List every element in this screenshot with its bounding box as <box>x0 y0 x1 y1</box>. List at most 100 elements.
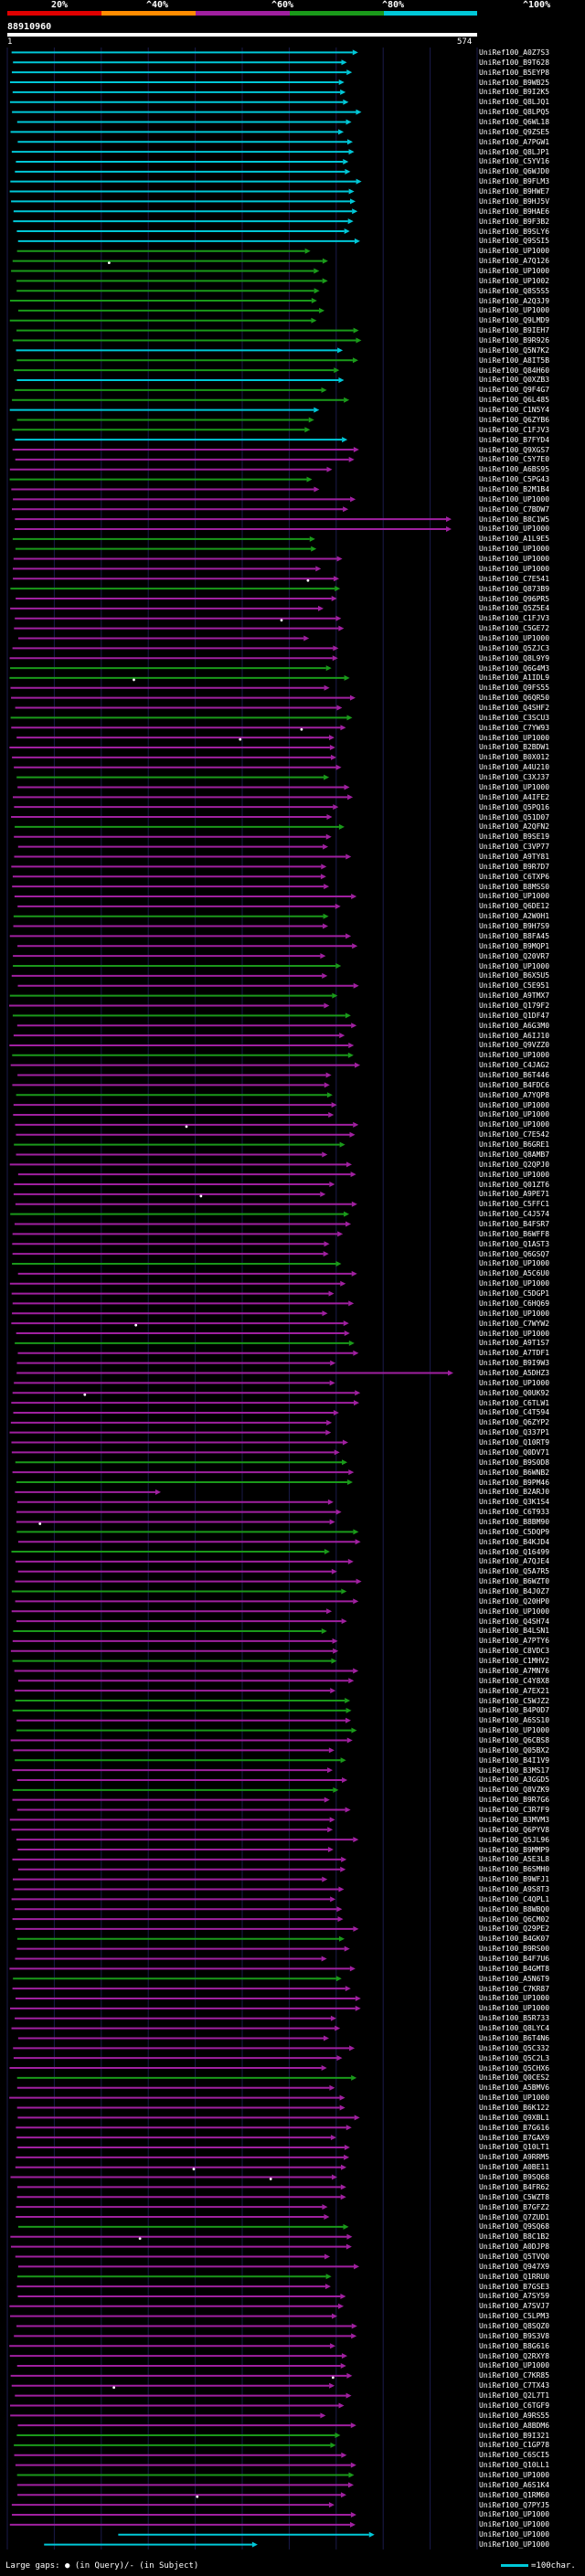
hit-label[interactable]: UniRef100_UP1002 <box>479 276 550 285</box>
hit-label[interactable]: UniRef100_B4J0Z7 <box>479 1587 550 1596</box>
hit-label[interactable]: UniRef100_Q6CBS8 <box>479 1735 550 1744</box>
hit-label[interactable]: UniRef100_Q8LJP1 <box>479 147 550 156</box>
hit-label[interactable]: UniRef100_A9PE71 <box>479 1190 550 1199</box>
hit-label[interactable]: UniRef100_C1MHV2 <box>479 1657 550 1666</box>
hit-label[interactable]: UniRef100_A3GGD5 <box>479 1776 550 1785</box>
hit-label[interactable]: UniRef100_Q5CHX6 <box>479 2063 550 2072</box>
hit-label[interactable]: UniRef100_C3XJ37 <box>479 773 550 782</box>
hit-label[interactable]: UniRef100_UP1000 <box>479 1378 550 1387</box>
hit-label[interactable]: UniRef100_B6SMH0 <box>479 1865 550 1874</box>
hit-label[interactable]: UniRef100_B9SLY6 <box>479 227 550 236</box>
hit-label[interactable]: UniRef100_A7Q126 <box>479 257 550 266</box>
hit-label[interactable]: UniRef100_B4GMT8 <box>479 1964 550 1973</box>
hit-label[interactable]: UniRef100_Q9SQ68 <box>479 2222 550 2231</box>
hit-label[interactable]: UniRef100_B6K122 <box>479 2104 550 2112</box>
hit-label[interactable]: UniRef100_A6SS10 <box>479 1716 550 1725</box>
hit-label[interactable]: UniRef100_Q5Z5E4 <box>479 604 550 613</box>
hit-label[interactable]: UniRef100_C5PG43 <box>479 475 550 484</box>
hit-label[interactable]: UniRef100_B9WFJ1 <box>479 1875 550 1884</box>
hit-label[interactable]: UniRef100_A9S8T3 <box>479 1884 550 1893</box>
hit-label[interactable]: UniRef100_C4Y8X8 <box>479 1676 550 1685</box>
hit-label[interactable]: UniRef100_A4IFE2 <box>479 792 550 801</box>
hit-label[interactable]: UniRef100_Q9ZSE5 <box>479 127 550 136</box>
hit-label[interactable]: UniRef100_Q4SHF2 <box>479 704 550 713</box>
hit-label[interactable]: UniRef100_Q5N7K2 <box>479 345 550 355</box>
hit-label[interactable]: UniRef100_Q873B9 <box>479 584 550 593</box>
hit-label[interactable]: UniRef100_B9F3B2 <box>479 217 550 226</box>
hit-label[interactable]: UniRef100_C3SCU3 <box>479 713 550 722</box>
hit-label[interactable]: UniRef100_UP1000 <box>479 782 550 791</box>
hit-label[interactable]: UniRef100_UP1000 <box>479 2530 550 2539</box>
hit-label[interactable]: UniRef100_UP1000 <box>479 1259 550 1268</box>
hit-label[interactable]: UniRef100_Q9XBL1 <box>479 2113 550 2122</box>
hit-label[interactable]: UniRef100_B4KJD4 <box>479 1537 550 1546</box>
hit-label[interactable]: UniRef100_Q8VZK9 <box>479 1786 550 1795</box>
hit-label[interactable]: UniRef100_UP1000 <box>479 1606 550 1616</box>
hit-label[interactable]: UniRef100_Q5C332 <box>479 2043 550 2052</box>
hit-label[interactable]: UniRef100_B6WNB2 <box>479 1468 550 1477</box>
hit-label[interactable]: UniRef100_UP1000 <box>479 2361 550 2370</box>
hit-label[interactable]: UniRef100_A6G3M0 <box>479 1021 550 1030</box>
hit-label[interactable]: UniRef100_A4U210 <box>479 763 550 772</box>
hit-label[interactable]: UniRef100_UP1000 <box>479 892 550 901</box>
hit-label[interactable]: UniRef100_B9HAE6 <box>479 207 550 216</box>
hit-label[interactable]: UniRef100_B7GFZ2 <box>479 2202 550 2211</box>
hit-label[interactable]: UniRef100_C7KR85 <box>479 2371 550 2380</box>
hit-label[interactable]: UniRef100_Q6ZYB6 <box>479 415 550 424</box>
hit-label[interactable]: UniRef100_B8BM90 <box>479 1517 550 1526</box>
hit-label[interactable]: UniRef100_Q10RT9 <box>479 1438 550 1447</box>
hit-label[interactable]: UniRef100_UP1000 <box>479 1329 550 1338</box>
hit-label[interactable]: UniRef100_Q7PYJ5 <box>479 2500 550 2509</box>
hit-label[interactable]: UniRef100_B7GSE3 <box>479 2282 550 2291</box>
hit-label[interactable]: UniRef100_Q6CM02 <box>479 1914 550 1924</box>
hit-label[interactable]: UniRef100_B8MSS0 <box>479 882 550 891</box>
hit-label[interactable]: UniRef100_Q8SQZ0 <box>479 2322 550 2331</box>
hit-label[interactable]: UniRef100_C7BDW7 <box>479 504 550 514</box>
hit-label[interactable]: UniRef100_Q6WJD0 <box>479 167 550 176</box>
hit-label[interactable]: UniRef100_UP1000 <box>479 961 550 970</box>
hit-label[interactable]: UniRef100_Q5JL96 <box>479 1835 550 1844</box>
hit-label[interactable]: UniRef100_B9SE19 <box>479 832 550 842</box>
hit-label[interactable]: UniRef100_A5E3L8 <box>479 1855 550 1864</box>
hit-label[interactable]: UniRef100_A9RS55 <box>479 2411 550 2420</box>
hit-label[interactable]: UniRef100_Q6L485 <box>479 396 550 405</box>
hit-label[interactable]: UniRef100_Q2RXY8 <box>479 2351 550 2360</box>
hit-label[interactable]: UniRef100_Q29PE2 <box>479 1924 550 1934</box>
hit-label[interactable]: UniRef100_Q8AMB7 <box>479 1150 550 1159</box>
hit-label[interactable]: UniRef100_Q9SSI5 <box>479 237 550 246</box>
hit-label[interactable]: UniRef100_B6GRE1 <box>479 1140 550 1150</box>
hit-label[interactable]: UniRef100_C7WYW2 <box>479 1319 550 1328</box>
hit-label[interactable]: UniRef100_UP1000 <box>479 266 550 275</box>
hit-label[interactable]: UniRef100_UP1000 <box>479 2510 550 2519</box>
hit-label[interactable]: UniRef100_B4FDC6 <box>479 1080 550 1089</box>
hit-label[interactable]: UniRef100_B9I321 <box>479 2431 550 2440</box>
hit-label[interactable]: UniRef100_B8C1B2 <box>479 2232 550 2242</box>
hit-label[interactable]: UniRef100_B8FA45 <box>479 931 550 940</box>
hit-label[interactable]: UniRef100_Q6WL18 <box>479 117 550 126</box>
hit-label[interactable]: UniRef100_Q947X9 <box>479 2262 550 2271</box>
hit-label[interactable]: UniRef100_A7YQP8 <box>479 1090 550 1099</box>
hit-label[interactable]: UniRef100_B9RS00 <box>479 1945 550 1954</box>
hit-label[interactable]: UniRef100_C5WJZ2 <box>479 1696 550 1705</box>
hit-label[interactable]: UniRef100_B2ARJ0 <box>479 1488 550 1497</box>
hit-label[interactable]: UniRef100_Q96PR5 <box>479 594 550 603</box>
hit-label[interactable]: UniRef100_C4JAG2 <box>479 1061 550 1070</box>
hit-label[interactable]: UniRef100_UP1000 <box>479 1309 550 1318</box>
hit-label[interactable]: UniRef100_B9PM46 <box>479 1478 550 1487</box>
hit-label[interactable]: UniRef100_Q8L9Y9 <box>479 653 550 663</box>
hit-label[interactable]: UniRef100_B5EYP8 <box>479 68 550 77</box>
hit-label[interactable]: UniRef100_C5GE72 <box>479 624 550 633</box>
hit-label[interactable]: UniRef100_A0DJP8 <box>479 2242 550 2252</box>
hit-label[interactable]: UniRef100_C1GP78 <box>479 2441 550 2450</box>
hit-label[interactable]: UniRef100_B9HJ5V <box>479 196 550 206</box>
hit-label[interactable]: UniRef100_C5E951 <box>479 981 550 991</box>
hit-label[interactable]: UniRef100_B3MS17 <box>479 1765 550 1775</box>
hit-label[interactable]: UniRef100_A8IT5B <box>479 355 550 365</box>
hit-label[interactable]: UniRef100_Q6GSQ7 <box>479 1249 550 1258</box>
hit-label[interactable]: UniRef100_A2QFN2 <box>479 822 550 832</box>
hit-label[interactable]: UniRef100_Q16499 <box>479 1547 550 1556</box>
hit-label[interactable]: UniRef100_Q5C2L3 <box>479 2053 550 2062</box>
hit-label[interactable]: UniRef100_A1L9E5 <box>479 535 550 544</box>
hit-label[interactable]: UniRef100_A7SVJ7 <box>479 2302 550 2311</box>
hit-label[interactable]: UniRef100_C8VDC3 <box>479 1647 550 1656</box>
